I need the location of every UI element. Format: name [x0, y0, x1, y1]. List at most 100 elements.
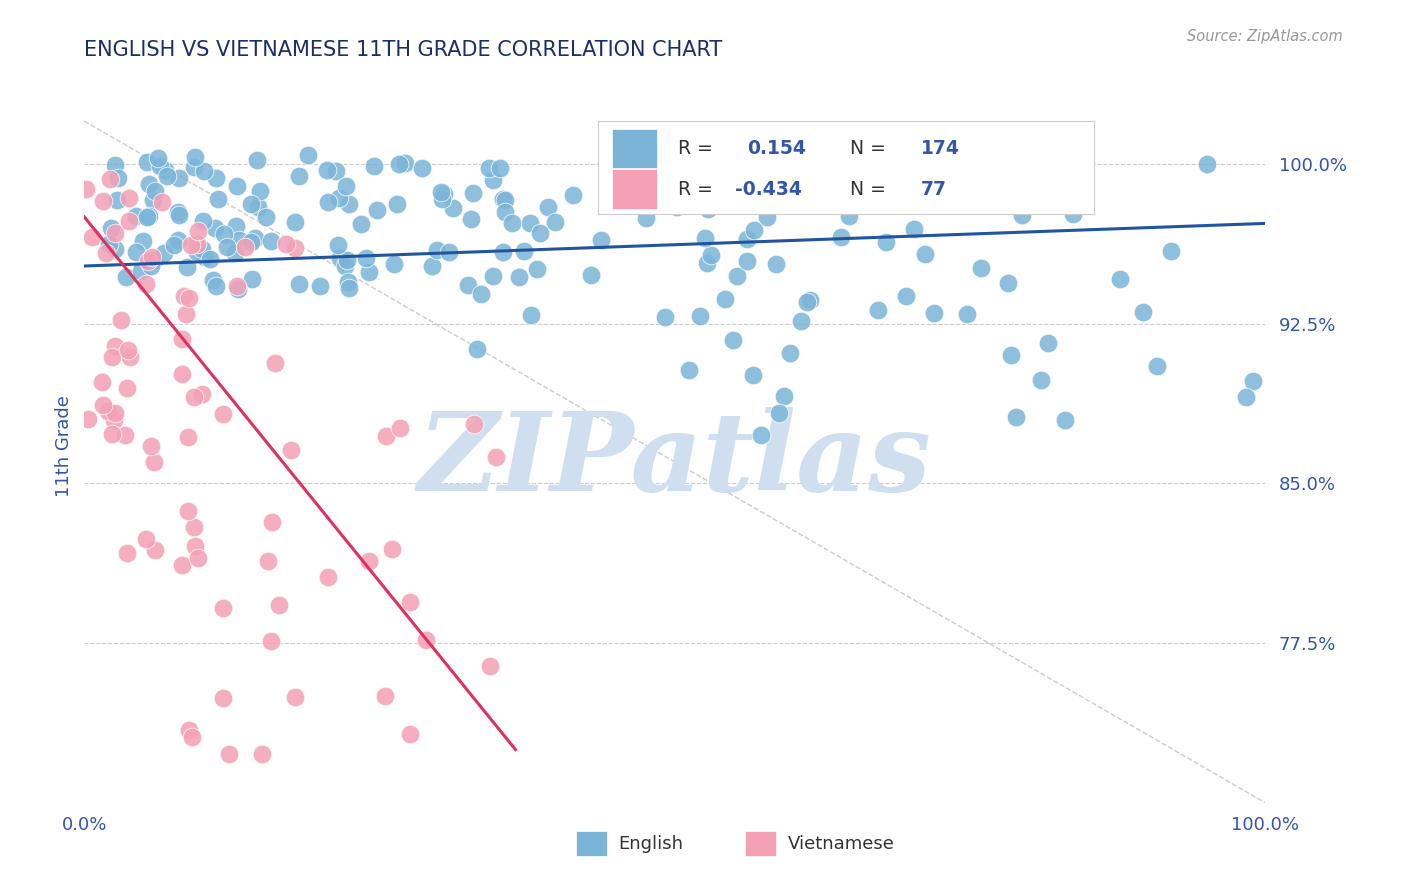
Point — [80, 230, 103, 244]
Point — [114, 269, 136, 284]
Point — [97, 236, 120, 251]
Point — [183, 390, 205, 404]
Point — [125, 244, 148, 259]
Point — [970, 260, 993, 275]
Point — [495, 194, 517, 208]
Point — [388, 157, 411, 171]
Point — [183, 160, 205, 174]
Point — [187, 551, 209, 566]
Point — [169, 208, 191, 222]
Point — [914, 246, 936, 260]
Point — [114, 428, 136, 442]
Point — [115, 381, 138, 395]
Point — [142, 455, 165, 469]
Point — [176, 260, 198, 274]
Point — [104, 226, 127, 240]
Bar — [612, 128, 657, 168]
Point — [217, 240, 239, 254]
Point — [666, 200, 689, 214]
Bar — [598, 121, 1094, 214]
Point — [544, 215, 567, 229]
Point — [149, 160, 172, 174]
Point — [246, 153, 269, 168]
Point — [117, 546, 139, 560]
Point — [678, 363, 700, 377]
Point — [579, 268, 602, 282]
Point — [118, 214, 141, 228]
Point — [922, 306, 945, 320]
Point — [190, 387, 212, 401]
Point — [245, 231, 267, 245]
Point — [526, 261, 548, 276]
Point — [233, 240, 256, 254]
Point — [170, 367, 193, 381]
Point — [104, 158, 127, 172]
Point — [260, 234, 283, 248]
Point — [463, 417, 485, 431]
Point — [479, 658, 502, 673]
Point — [172, 558, 194, 572]
Point — [537, 200, 560, 214]
Point — [173, 289, 195, 303]
Point — [239, 197, 262, 211]
Point — [228, 233, 250, 247]
Point — [211, 408, 233, 422]
Point — [388, 421, 411, 435]
Point — [366, 202, 388, 217]
Point — [200, 252, 222, 266]
Text: ZIPatlas: ZIPatlas — [418, 407, 932, 514]
Point — [463, 186, 485, 201]
Point — [138, 178, 160, 192]
Point — [799, 293, 821, 307]
Point — [284, 241, 307, 255]
Point — [387, 196, 409, 211]
Point — [316, 195, 339, 210]
Y-axis label: 11th Grade: 11th Grade — [55, 395, 73, 497]
Point — [689, 310, 711, 324]
Point — [997, 276, 1019, 290]
Point — [153, 162, 176, 177]
Point — [143, 543, 166, 558]
Point — [695, 231, 717, 245]
Point — [631, 192, 654, 206]
Point — [177, 723, 200, 738]
Point — [252, 747, 274, 761]
Point — [875, 235, 897, 250]
Point — [482, 173, 505, 187]
Point — [460, 212, 482, 227]
Point — [187, 224, 209, 238]
Point — [138, 209, 160, 223]
Point — [382, 257, 405, 271]
Text: N =: N = — [849, 139, 891, 158]
Point — [259, 634, 281, 648]
Point — [333, 259, 356, 273]
Point — [1031, 373, 1053, 387]
Point — [104, 405, 127, 419]
Text: N =: N = — [849, 179, 891, 199]
Point — [381, 541, 404, 556]
Point — [288, 277, 311, 292]
Point — [420, 259, 443, 273]
Point — [75, 182, 97, 196]
Point — [411, 161, 433, 176]
Point — [183, 520, 205, 534]
Point — [100, 350, 122, 364]
Point — [104, 242, 127, 256]
Point — [790, 314, 813, 328]
Point — [176, 307, 198, 321]
Point — [1000, 348, 1022, 362]
Text: R =: R = — [679, 139, 720, 158]
Point — [139, 259, 162, 273]
Point — [239, 235, 262, 250]
Point — [104, 338, 127, 352]
Point — [481, 269, 503, 284]
Point — [97, 403, 120, 417]
Point — [429, 185, 451, 199]
Point — [76, 412, 98, 426]
Point — [136, 155, 159, 169]
Point — [725, 268, 748, 283]
Point — [91, 399, 114, 413]
Point — [194, 250, 217, 264]
Point — [328, 191, 350, 205]
Point — [735, 231, 758, 245]
